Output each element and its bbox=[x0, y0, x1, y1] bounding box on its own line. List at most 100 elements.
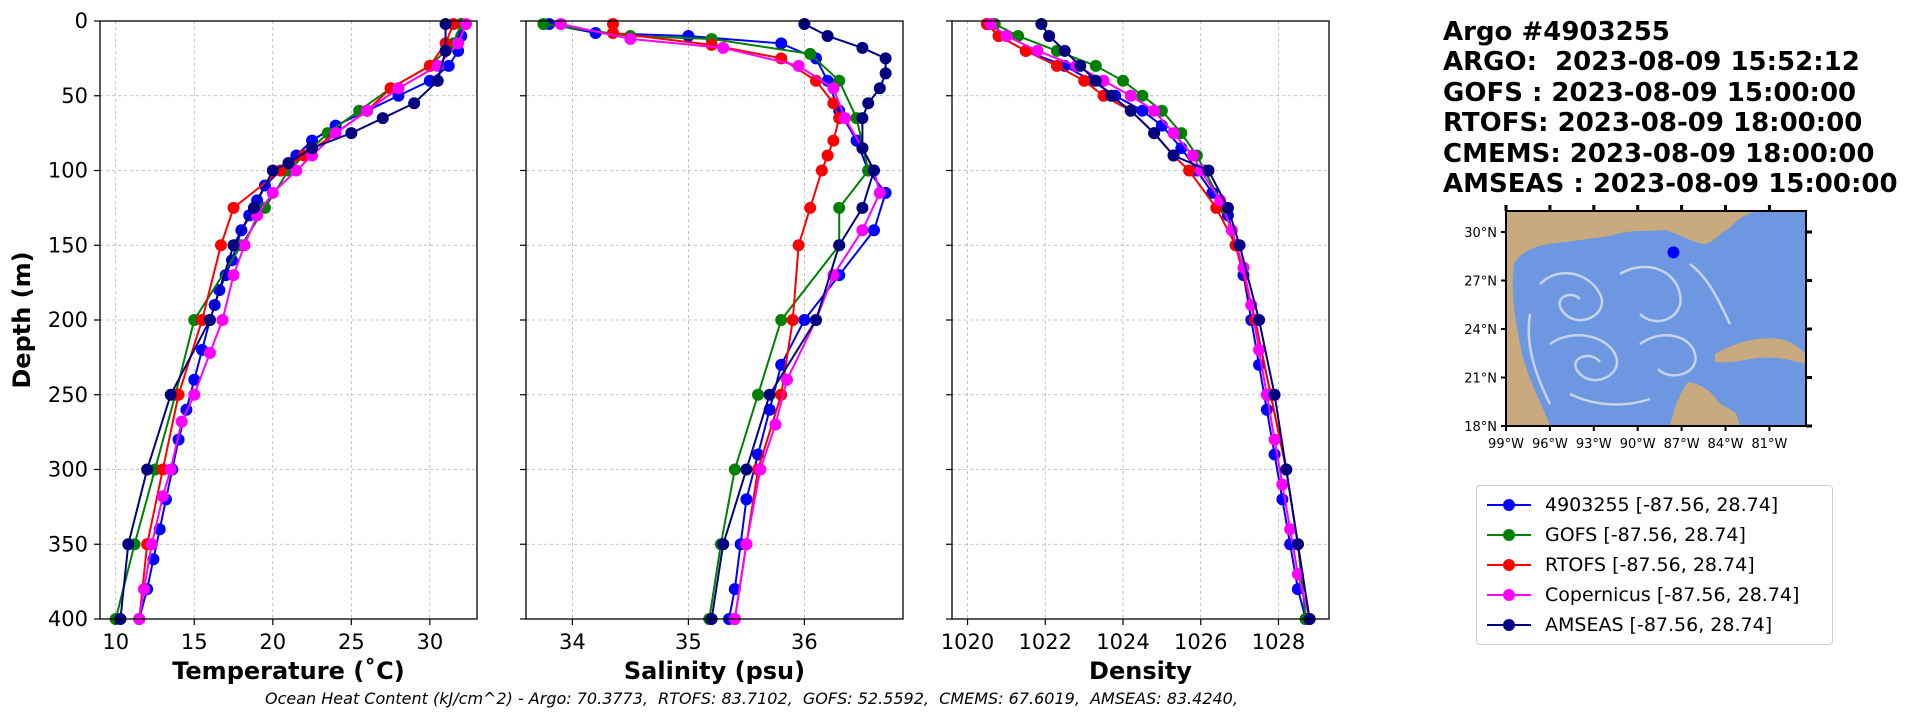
data-point-gofs bbox=[804, 47, 817, 60]
legend-item-gofs: GOFS [-87.56, 28.74] bbox=[1485, 523, 1746, 547]
x-tick-label: 30 bbox=[417, 630, 444, 654]
data-point-amseas bbox=[376, 112, 389, 125]
data-point-amseas bbox=[1148, 127, 1161, 140]
data-point-copernicus bbox=[361, 104, 374, 117]
x-axis-label: Salinity (psu) bbox=[624, 657, 805, 685]
x-tick-label: 34 bbox=[559, 630, 586, 654]
amseas-time-line: AMSEAS : 2023-08-09 15:00:00 bbox=[1443, 169, 1898, 199]
data-point-gofs bbox=[1012, 29, 1025, 42]
map-current-swirl bbox=[1539, 271, 1604, 322]
data-point-copernicus bbox=[203, 346, 216, 359]
data-point-copernicus bbox=[873, 186, 886, 199]
legend-item-copernicus: Copernicus [-87.56, 28.74] bbox=[1485, 583, 1799, 607]
data-point-amseas bbox=[1043, 29, 1056, 42]
y-axis-label: Depth (m) bbox=[8, 251, 36, 388]
data-point-copernicus bbox=[1186, 149, 1199, 162]
y-tick-label: 50 bbox=[61, 84, 88, 108]
data-point-amseas bbox=[856, 41, 869, 54]
data-point-amseas bbox=[798, 17, 811, 30]
gulf-of-mexico-map: 30°N 27°N 24°N 21°N 18°N 99°W 96°W 93°W 90°W 87°… bbox=[1464, 205, 1812, 452]
data-point-copernicus bbox=[329, 127, 342, 140]
data-point-copernicus bbox=[792, 59, 805, 72]
legend-marker-amseas bbox=[1487, 619, 1531, 631]
data-point-amseas bbox=[141, 463, 154, 476]
y-tick-label: 200 bbox=[48, 308, 88, 332]
data-point-rtofs bbox=[821, 149, 834, 162]
map-current-swirl bbox=[1619, 265, 1682, 323]
data-point-amseas bbox=[122, 538, 135, 551]
data-point-amseas bbox=[856, 201, 869, 214]
map-lat-label: 24°N bbox=[1464, 323, 1497, 338]
series-line-amseas bbox=[1040, 23, 1311, 620]
data-point-amseas bbox=[879, 67, 892, 80]
data-point-amseas bbox=[203, 314, 216, 326]
data-point-amseas bbox=[1221, 201, 1234, 214]
legend-item-amseas: AMSEAS [-87.56, 28.74] bbox=[1485, 613, 1772, 637]
x-tick-label: 15 bbox=[181, 630, 208, 654]
data-point-4903255 bbox=[728, 583, 741, 596]
x-tick-label: 1026 bbox=[1174, 630, 1227, 654]
data-point-amseas bbox=[1202, 164, 1215, 177]
data-point-amseas bbox=[1058, 44, 1071, 57]
data-point-amseas bbox=[763, 388, 776, 401]
argo-id-title: Argo #4903255 bbox=[1443, 17, 1670, 47]
y-tick-label: 150 bbox=[48, 233, 88, 257]
map-lat-label: 27°N bbox=[1464, 275, 1497, 290]
series-line-amseas bbox=[119, 23, 447, 620]
data-point-amseas bbox=[1291, 538, 1304, 551]
data-point-copernicus bbox=[238, 239, 251, 252]
data-point-amseas bbox=[810, 314, 822, 326]
map-lon-label: 96°W bbox=[1532, 437, 1568, 452]
data-point-gofs bbox=[1136, 89, 1149, 102]
legend-label-gofs: GOFS [-87.56, 28.74] bbox=[1545, 524, 1746, 546]
data-point-amseas bbox=[431, 74, 444, 87]
data-point-copernicus bbox=[392, 82, 405, 95]
data-point-amseas bbox=[345, 127, 358, 140]
map-ocean-caribbean bbox=[1730, 374, 1806, 426]
data-point-rtofs bbox=[1019, 44, 1032, 57]
data-point-4903255 bbox=[682, 29, 695, 42]
map-current-swirl bbox=[1639, 334, 1697, 377]
data-point-copernicus bbox=[1268, 433, 1281, 446]
data-point-amseas bbox=[856, 112, 869, 125]
data-point-4903255 bbox=[868, 224, 880, 237]
map-lat-label: 30°N bbox=[1464, 226, 1497, 241]
y-tick-label: 0 bbox=[75, 9, 88, 33]
data-point-copernicus bbox=[156, 490, 169, 503]
legend: 4903255 [-87.56, 28.74] GOFS [-87.56, 28… bbox=[1476, 485, 1833, 645]
legend-label-amseas: AMSEAS [-87.56, 28.74] bbox=[1545, 614, 1773, 636]
data-point-amseas bbox=[1233, 239, 1246, 252]
x-axis-label: Density bbox=[1089, 657, 1192, 685]
series-line-gofs bbox=[543, 22, 870, 620]
gofs-time-line: GOFS : 2023-08-09 15:00:00 bbox=[1443, 78, 1857, 108]
data-point-amseas bbox=[282, 157, 295, 170]
series-amseas bbox=[1035, 17, 1316, 625]
data-point-copernicus bbox=[227, 269, 240, 282]
data-point-rtofs bbox=[786, 314, 799, 326]
rtofs-time-line: RTOFS: 2023-08-09 18:00:00 bbox=[1443, 108, 1863, 138]
map-ocean bbox=[1512, 211, 1806, 426]
x-axis-label: Temperature (˚C) bbox=[172, 657, 405, 685]
data-point-amseas bbox=[1124, 104, 1137, 117]
data-point-amseas bbox=[1035, 17, 1048, 30]
legend-marker-gofs bbox=[1487, 529, 1531, 541]
data-point-amseas bbox=[1089, 74, 1102, 87]
data-point-4903255 bbox=[740, 493, 753, 506]
map-lon-label: 99°W bbox=[1488, 437, 1524, 452]
legend-label-argo: 4903255 [-87.56, 28.74] bbox=[1545, 494, 1779, 516]
data-point-amseas bbox=[873, 82, 886, 95]
argo-time-line: ARGO: 2023-08-09 15:52:12 bbox=[1443, 47, 1860, 77]
series-line-4903255 bbox=[138, 23, 463, 620]
data-point-gofs bbox=[728, 463, 741, 476]
data-point-copernicus bbox=[145, 538, 158, 551]
data-point-amseas bbox=[1268, 388, 1281, 401]
map-current-swirl bbox=[1527, 313, 1552, 405]
data-point-copernicus bbox=[839, 112, 851, 125]
series-4903255 bbox=[543, 17, 892, 625]
data-point-rtofs bbox=[827, 134, 840, 147]
data-point-rtofs bbox=[827, 97, 840, 110]
data-point-copernicus bbox=[164, 463, 177, 476]
x-tick-label: 20 bbox=[259, 630, 286, 654]
map-lon-label: 90°W bbox=[1620, 437, 1656, 452]
